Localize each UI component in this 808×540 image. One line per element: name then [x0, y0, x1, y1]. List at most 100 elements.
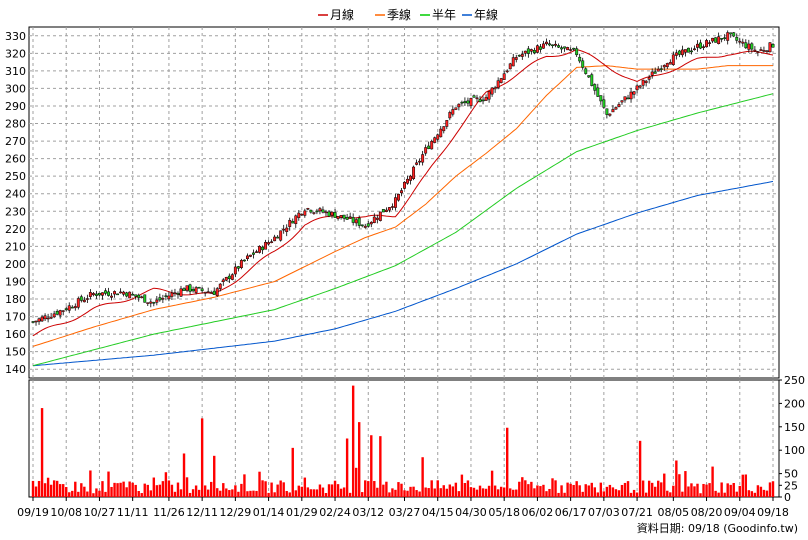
volume-bar: [421, 457, 424, 497]
candle-body: [273, 236, 277, 242]
candle-body: [76, 298, 80, 308]
x-tick-label: 04/15: [422, 506, 454, 519]
candle-body: [650, 71, 654, 76]
candle-body: [689, 50, 693, 53]
volume-bar: [714, 490, 717, 497]
candle-body: [511, 57, 515, 67]
volume-bar: [74, 481, 77, 497]
candle-body: [270, 241, 274, 243]
volume-bar: [303, 477, 307, 497]
candle-body: [575, 48, 579, 56]
volume-bar: [632, 489, 636, 497]
volume-bar: [291, 447, 294, 497]
volume-bar: [49, 484, 53, 497]
volume-bar: [361, 492, 364, 497]
candle-body: [97, 292, 101, 296]
candle-body: [212, 290, 216, 295]
x-tick-label: 12/29: [220, 506, 252, 519]
candle-body: [279, 230, 283, 241]
volume-bar: [152, 477, 156, 497]
candle-body: [324, 211, 328, 214]
volume-bar: [367, 481, 370, 497]
volume-bar: [351, 385, 355, 497]
volume-bar: [354, 467, 358, 497]
volume-bar: [521, 477, 524, 497]
volume-bar: [563, 492, 566, 497]
price-tick-label: 150: [5, 346, 26, 359]
candle-body: [445, 120, 449, 127]
candle-body: [31, 321, 35, 323]
volume-bar: [267, 492, 270, 497]
volume-bar: [330, 484, 334, 497]
volume-bar: [333, 480, 337, 497]
volume-bar: [200, 418, 204, 497]
volume-bar: [128, 481, 131, 497]
candle-body: [255, 251, 258, 253]
candle-body: [55, 311, 59, 315]
volume-bar: [557, 492, 560, 497]
candle-body: [638, 85, 642, 88]
price-plot-frame: [28, 26, 780, 379]
volume-bar: [527, 484, 530, 497]
volume-bar: [403, 490, 406, 497]
volume-bar: [644, 492, 648, 497]
volume-tick-label: 100: [784, 444, 805, 457]
volume-bar: [83, 486, 86, 497]
volume-bar: [611, 487, 615, 497]
volume-bar: [43, 483, 47, 497]
candle-body: [245, 255, 249, 259]
volume-bar: [469, 487, 473, 497]
volume-bar: [276, 484, 279, 497]
candle-body: [390, 206, 394, 208]
volume-bar: [593, 487, 596, 497]
candle-body: [623, 96, 627, 101]
candle-body: [209, 292, 213, 294]
volume-bar: [158, 484, 162, 497]
volume-bar: [294, 490, 297, 497]
candle-body: [629, 91, 633, 100]
candle-body: [152, 302, 156, 304]
price-tick-label: 330: [5, 30, 26, 43]
volume-bar: [572, 484, 575, 497]
candle-body: [372, 216, 376, 224]
candle-body: [469, 97, 473, 107]
candle-body: [91, 293, 95, 296]
volume-bar: [92, 493, 95, 497]
candle-body: [563, 46, 567, 49]
candle-body: [46, 317, 50, 320]
candle-body: [768, 42, 772, 53]
volume-bar: [427, 488, 430, 497]
candle-body: [566, 47, 570, 51]
volume-bar: [672, 485, 675, 497]
volume-tick-label: 150: [784, 421, 805, 434]
volume-bar: [40, 408, 44, 497]
candle-body: [457, 103, 461, 108]
volume-bar: [358, 422, 361, 497]
candle-body: [702, 46, 705, 48]
volume-bar: [663, 473, 666, 497]
candle-body: [551, 44, 554, 47]
candle-body: [261, 246, 265, 251]
candle-body: [258, 246, 261, 253]
x-tick-label: 06/02: [522, 506, 554, 519]
volume-bar: [436, 480, 439, 497]
volume-bar: [327, 484, 331, 497]
volume-bar: [391, 488, 394, 497]
x-tick-label: 08/20: [691, 506, 723, 519]
candle-body: [116, 293, 120, 296]
candle-body: [620, 100, 624, 103]
volume-bar: [279, 480, 282, 497]
volume-bar: [34, 486, 38, 497]
candle-body: [554, 43, 557, 46]
candle-body: [726, 32, 730, 41]
volume-bar: [222, 483, 225, 497]
candle-body: [384, 209, 388, 212]
candle-body: [744, 42, 748, 49]
candle-body: [215, 288, 219, 297]
candle-body: [484, 97, 488, 101]
volume-bar: [101, 481, 104, 497]
volume-bar: [348, 492, 352, 497]
candle-body: [644, 80, 648, 83]
